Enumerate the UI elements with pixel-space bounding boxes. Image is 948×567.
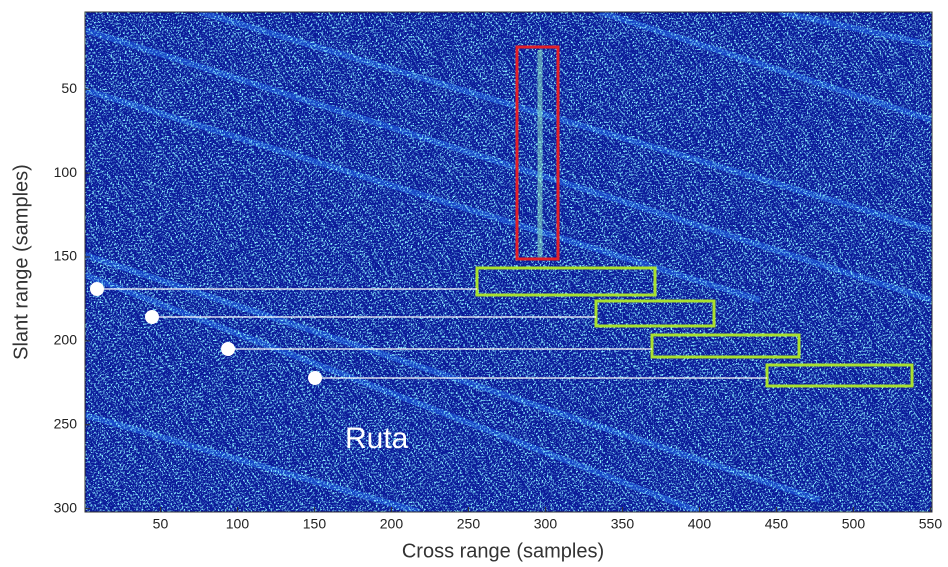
x-tick-label: 400 (688, 516, 712, 532)
pointer-dots (90, 282, 322, 385)
x-tick-label: 250 (457, 516, 481, 532)
x-tick-label: 450 (765, 516, 789, 532)
x-tick-label: 50 (153, 516, 169, 532)
annotation: Ruta (345, 422, 409, 455)
y-tick-label: 50 (61, 80, 77, 96)
highlight-boxes (475, 45, 914, 388)
plot-frame (84, 11, 933, 513)
x-axis-title: Cross range (samples) (402, 540, 604, 562)
x-tick-label: 100 (226, 516, 250, 532)
x-tick-label: 150 (303, 516, 327, 532)
y-tick-label: 150 (54, 248, 78, 264)
y-tick-label: 100 (54, 164, 78, 180)
x-tick-label: 200 (380, 516, 404, 532)
y-axis-title: Slant range (samples) (10, 164, 32, 360)
x-tick-label: 500 (842, 516, 866, 532)
y-tick-label: 200 (54, 332, 78, 348)
y-tick-label: 300 (54, 499, 78, 515)
x-tick-label: 550 (919, 516, 943, 532)
sar-image (85, 12, 932, 512)
pointer-lines (97, 288, 767, 379)
y-tick-label: 250 (54, 415, 78, 431)
x-tick-label: 300 (534, 516, 558, 532)
x-tick-label: 350 (611, 516, 635, 532)
